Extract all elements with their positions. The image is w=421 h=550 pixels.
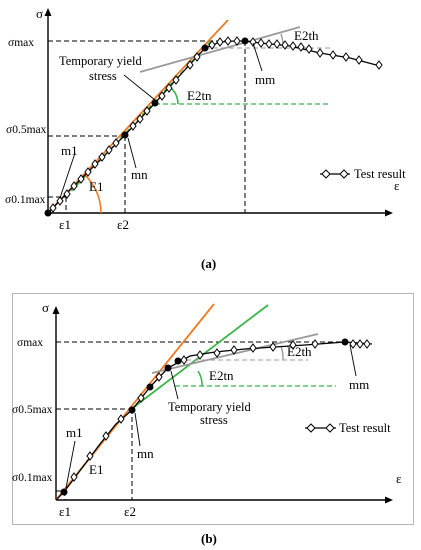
panel-b-legend: Test result <box>305 421 391 435</box>
panel-a-legend: Test result <box>320 167 406 181</box>
panel-b-label-temp-yield-1: Temporary yield <box>168 400 252 414</box>
panel-b-leaders <box>65 344 357 489</box>
panel-b: σ ε <box>12 293 414 546</box>
panel-b-y-axis-label: σ <box>42 300 49 315</box>
panel-a-x-arrow <box>385 209 393 217</box>
panel-a-tangent-e1 <box>47 19 229 214</box>
panel-b-x-arrow <box>385 496 393 504</box>
panel-b-label-eps1: ε1 <box>59 504 71 519</box>
panel-a-label-E2tn: E2tn <box>187 88 212 103</box>
panel-a-arc-e2th <box>280 33 284 49</box>
panel-b-caption: (b) <box>201 531 217 546</box>
panel-a-x-axis-label: ε <box>394 178 400 193</box>
panel-b-arc-e2tn <box>197 370 203 387</box>
panel-a-label-E1: E1 <box>89 179 103 194</box>
panel-a-label-sigma-01max: σ0.1max <box>5 194 46 206</box>
panel-b-label-sigma-max: σmax <box>17 337 43 349</box>
panel-a-label-eps2: ε2 <box>117 217 129 232</box>
panel-b-label-E1: E1 <box>89 462 103 477</box>
panel-b-arc-e2th <box>280 345 284 361</box>
panel-b-label-mm: mm <box>349 377 369 392</box>
panel-b-label-temp-yield-2: stress <box>200 413 228 427</box>
panel-a-label-mm: mm <box>255 72 275 87</box>
panel-a-label-temp-yield-2: stress <box>89 69 117 83</box>
panel-a-label-temp-yield-1: Temporary yield <box>59 54 143 68</box>
panel-b-x-axis-label: ε <box>396 471 402 486</box>
panel-a-key-points <box>44 37 249 217</box>
panel-a-y-arrow <box>44 8 52 16</box>
panel-b-label-eps2: ε2 <box>124 504 136 519</box>
panel-b-test-markers <box>70 339 371 482</box>
panel-a-leaders <box>59 42 263 199</box>
panel-b-key-points <box>60 338 349 496</box>
panel-a-arc-e1 <box>83 173 102 214</box>
panel-a-caption: (a) <box>201 256 216 271</box>
panel-b-legend-label: Test result <box>339 421 391 435</box>
panel-a-label-sigma-max: σmax <box>8 37 34 49</box>
panel-b-label-mn: mn <box>137 446 154 461</box>
panel-a-tangent-e2th <box>139 26 301 73</box>
panel-b-frame <box>12 293 414 525</box>
panel-b-label-E2th: E2th <box>287 344 312 359</box>
panel-b-label-m1: m1 <box>66 425 83 440</box>
panel-b-label-sigma-01max: σ0.1max <box>12 472 53 484</box>
panel-a-label-eps1: ε1 <box>59 217 71 232</box>
panel-a-label-m1: m1 <box>61 143 78 158</box>
panel-a-test-markers <box>49 36 383 213</box>
panel-a-label-mn: mn <box>131 167 148 182</box>
panel-a-y-axis-label: σ <box>36 6 43 21</box>
panel-b-label-sigma-05max: σ0.5max <box>12 404 53 416</box>
panel-a-label-E2th: E2th <box>294 28 319 43</box>
panel-a: σ ε <box>5 6 406 271</box>
panel-b-label-E2tn: E2tn <box>209 368 234 383</box>
panel-a-legend-label: Test result <box>354 167 406 181</box>
panel-b-y-arrow <box>52 306 60 314</box>
panel-a-label-sigma-05max: σ0.5max <box>6 124 47 136</box>
